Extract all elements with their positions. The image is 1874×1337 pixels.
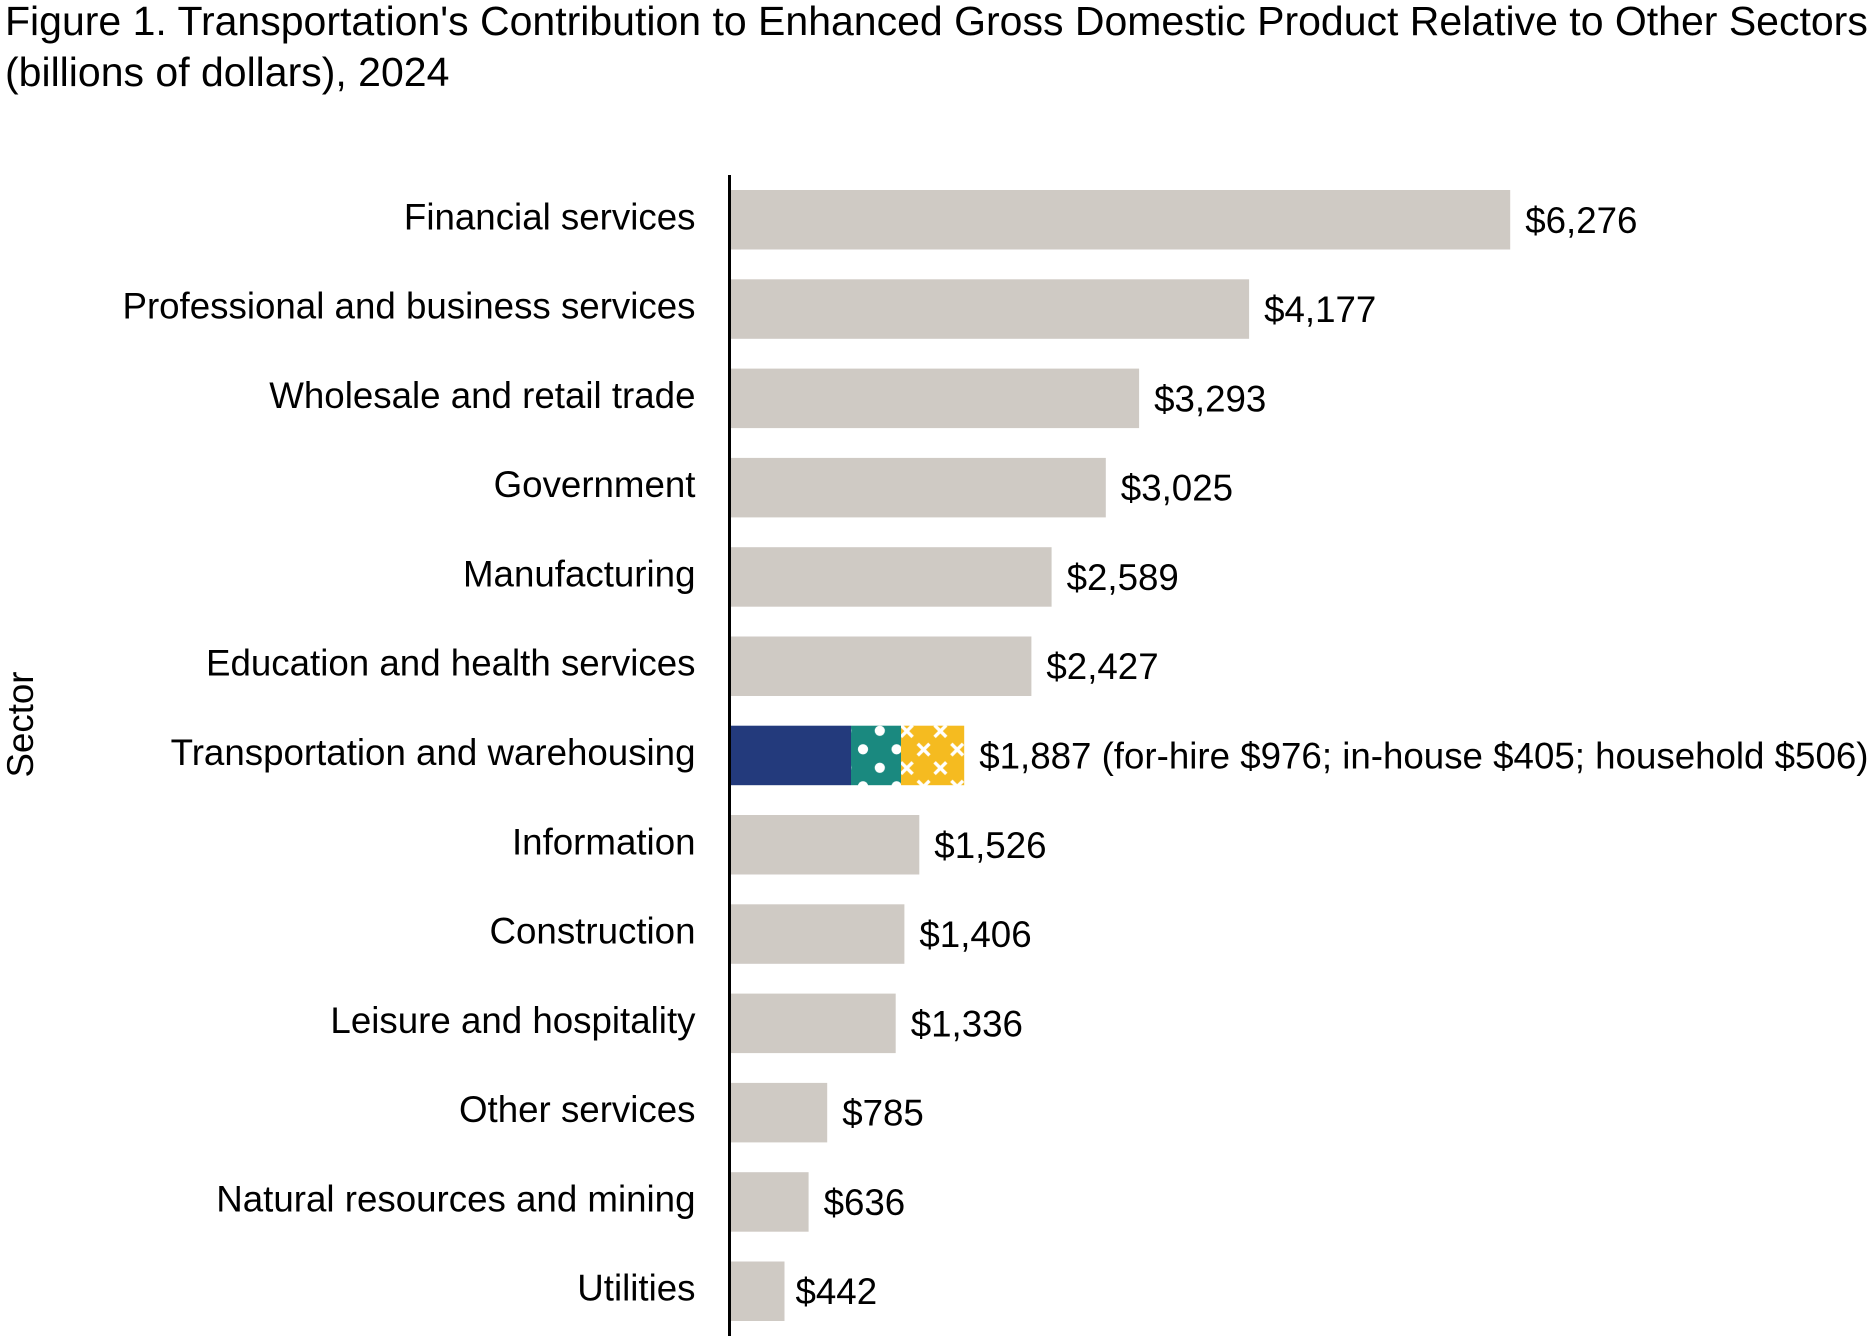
svg-text:Government: Government	[494, 464, 696, 505]
svg-text:Transportation and warehousing: Transportation and warehousing	[171, 732, 696, 773]
svg-text:$442: $442	[796, 1271, 878, 1312]
svg-text:$6,276: $6,276	[1525, 200, 1637, 241]
svg-text:$1,526: $1,526	[934, 825, 1046, 866]
svg-text:Figure 1. Transportation's Con: Figure 1. Transportation's Contribution …	[5, 0, 1868, 44]
svg-text:(billions of dollars), 2024: (billions of dollars), 2024	[5, 49, 449, 95]
svg-text:Natural resources and mining: Natural resources and mining	[216, 1178, 695, 1219]
svg-text:$1,336: $1,336	[911, 1003, 1023, 1044]
svg-text:$3,293: $3,293	[1154, 378, 1266, 419]
svg-text:Utilities: Utilities	[577, 1268, 695, 1309]
svg-text:Manufacturing: Manufacturing	[463, 553, 696, 594]
svg-text:Education and health services: Education and health services	[206, 643, 695, 684]
svg-text:Leisure and hospitality: Leisure and hospitality	[330, 1000, 696, 1041]
svg-text:Professional and business serv: Professional and business services	[122, 286, 695, 327]
svg-text:Sector: Sector	[0, 671, 41, 777]
svg-text:Information: Information	[512, 821, 696, 862]
svg-text:$3,025: $3,025	[1121, 468, 1233, 509]
svg-text:$785: $785	[842, 1093, 924, 1134]
svg-text:Construction: Construction	[490, 911, 696, 952]
svg-text:$1,406: $1,406	[919, 914, 1031, 955]
svg-text:Wholesale and retail trade: Wholesale and retail trade	[269, 375, 695, 416]
svg-text:$2,589: $2,589	[1067, 557, 1179, 598]
svg-text:$2,427: $2,427	[1046, 646, 1158, 687]
svg-text:$4,177: $4,177	[1264, 289, 1376, 330]
svg-text:Other services: Other services	[459, 1089, 696, 1130]
svg-text:Financial services: Financial services	[404, 196, 696, 237]
svg-text:$636: $636	[824, 1182, 906, 1223]
svg-text:$1,887 (for-hire $976; in-hous: $1,887 (for-hire $976; in-house $405; ho…	[979, 736, 1868, 777]
